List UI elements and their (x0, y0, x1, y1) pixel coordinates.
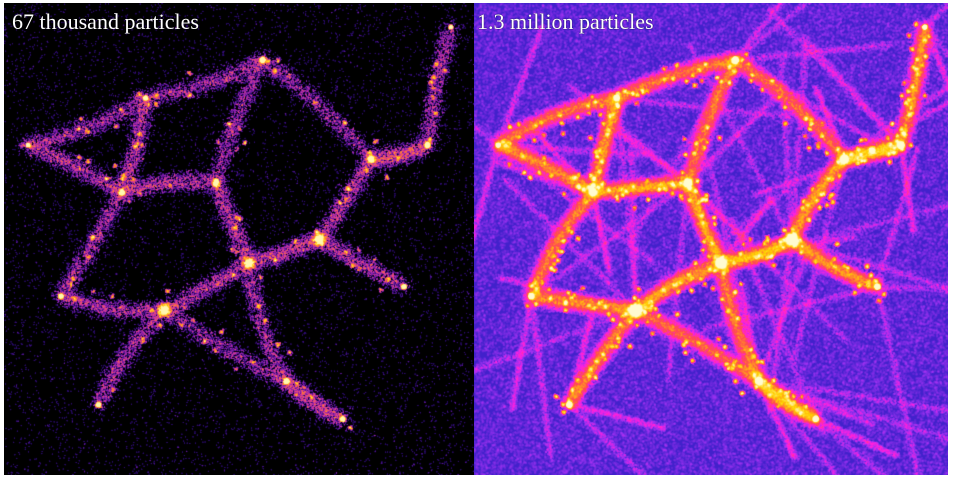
particle-density-image-high (474, 3, 948, 475)
particle-density-image-low (4, 3, 474, 475)
panel-caption-left: 67 thousand particles (12, 9, 199, 34)
simulation-panel-low-resolution: 67 thousand particles (4, 3, 474, 475)
panel-caption-right: 1.3 million particles (477, 9, 654, 34)
simulation-panel-high-resolution: 1.3 million particles (474, 3, 948, 475)
